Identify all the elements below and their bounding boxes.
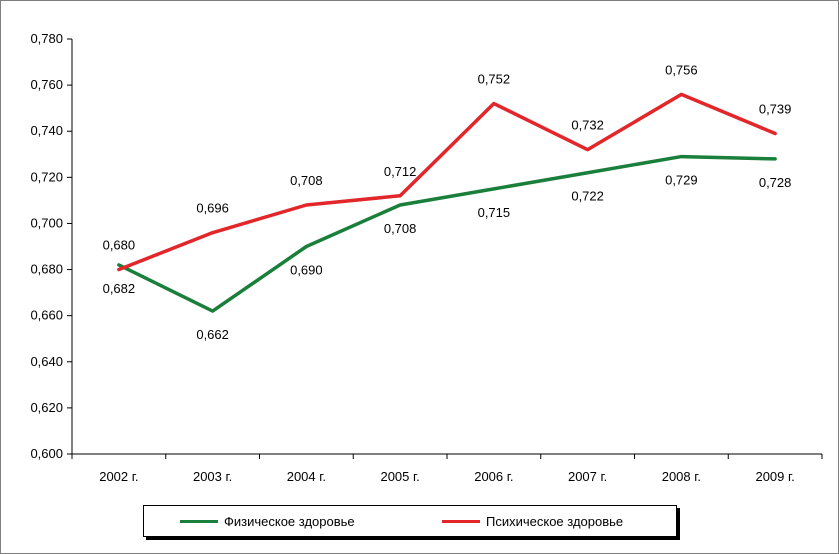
series-line-1 (117, 92, 777, 272)
y-tick-label: 0,640 (30, 354, 63, 369)
data-label: 0,696 (196, 201, 229, 216)
data-label: 0,739 (759, 102, 792, 117)
x-tick-label: 2006 г. (474, 469, 513, 484)
x-tick-label: 2005 г. (380, 469, 419, 484)
legend-item-mental: Психическое здоровье (442, 513, 624, 529)
x-tick-label: 2002 г. (99, 469, 138, 484)
y-tick-label: 0,780 (30, 31, 63, 46)
line-chart: 0,600 0,620 0,640 0,660 0,680 0,700 0,720 0,740… (30, 31, 823, 484)
legend-swatch-physical (180, 519, 218, 523)
y-tick-label: 0,760 (30, 77, 63, 92)
y-tick-label: 0,660 (30, 308, 63, 323)
legend: Физическое здоровье Психическое здоровье (143, 505, 677, 537)
data-label: 0,708 (384, 221, 417, 236)
data-label: 0,729 (665, 173, 698, 188)
y-tick-label: 0,720 (30, 169, 63, 184)
data-label: 0,728 (759, 175, 792, 190)
legend-swatch-mental (442, 519, 480, 523)
data-label: 0,712 (384, 164, 417, 179)
series-line-0 (117, 154, 777, 313)
y-tick-label: 0,740 (30, 123, 63, 138)
data-label: 0,732 (571, 118, 604, 133)
y-tick-label: 0,600 (30, 446, 63, 461)
x-tick-label: 2003 г. (193, 469, 232, 484)
data-label: 0,708 (290, 173, 323, 188)
x-tick-label: 2007 г. (568, 469, 607, 484)
legend-item-physical: Физическое здоровье (180, 513, 355, 529)
x-tick-label: 2004 г. (287, 469, 326, 484)
data-label: 0,662 (196, 327, 229, 342)
y-tick-label: 0,620 (30, 400, 63, 415)
x-tick-label: 2009 г. (755, 469, 794, 484)
legend-label-mental: Психическое здоровье (486, 513, 624, 529)
x-tick-label: 2008 г. (662, 469, 701, 484)
legend-label-physical: Физическое здоровье (224, 513, 355, 529)
data-label: 0,722 (571, 189, 604, 204)
data-label: 0,715 (478, 205, 511, 220)
data-label: 0,682 (103, 281, 136, 296)
data-label: 0,756 (665, 62, 698, 77)
data-label: 0,752 (478, 72, 511, 87)
data-label: 0,690 (290, 263, 323, 278)
y-tick-label: 0,680 (30, 262, 63, 277)
data-label: 0,680 (103, 238, 136, 253)
y-tick-label: 0,700 (30, 215, 63, 230)
